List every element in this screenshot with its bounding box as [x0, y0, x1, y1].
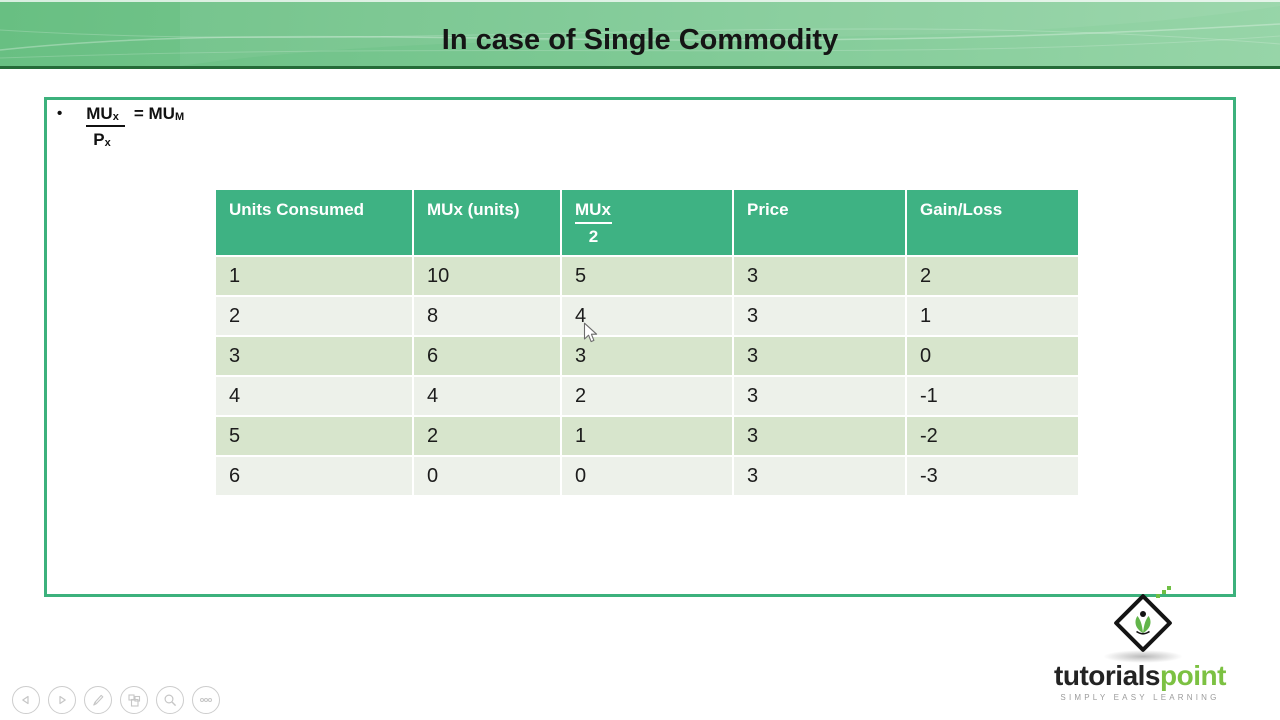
table-row: 2 8 4 3 1: [216, 297, 1078, 335]
table-cell: 5: [562, 257, 732, 295]
table-cell: 0: [907, 337, 1078, 375]
logo-diamond-icon: [1113, 593, 1173, 653]
formula-fraction: MUx = MUM Px: [86, 104, 184, 150]
logo-brand-text: tutorialspoint: [1054, 660, 1226, 691]
logo-shadow: [1103, 650, 1183, 663]
table-row: 1 10 5 3 2: [216, 257, 1078, 295]
page-title: In case of Single Commodity: [441, 24, 839, 56]
previous-slide-button[interactable]: [12, 686, 40, 714]
table-cell: 1: [562, 417, 732, 455]
table-cell: 3: [734, 417, 905, 455]
presentation-toolbar: [12, 686, 220, 714]
table-cell: 2: [562, 377, 732, 415]
column-header-units-consumed: Units Consumed: [216, 190, 412, 255]
table-cell: 3: [734, 257, 905, 295]
table-row: 3 6 3 3 0: [216, 337, 1078, 375]
table-cell: 0: [562, 457, 732, 495]
table-row: 5 2 1 3 -2: [216, 417, 1078, 455]
column-header-mux-units: MUx (units): [414, 190, 560, 255]
table-cell: 8: [414, 297, 560, 335]
column-header-mux-over-2: MUx 2: [562, 190, 732, 255]
table-cell: 3: [216, 337, 412, 375]
next-icon: [59, 695, 66, 705]
column-header-price: Price: [734, 190, 905, 255]
next-slide-button[interactable]: [48, 686, 76, 714]
table-cell: 1: [907, 297, 1078, 335]
table-cell: 4: [414, 377, 560, 415]
table-cell: 2: [414, 417, 560, 455]
magnifier-icon: [163, 693, 176, 706]
previous-icon: [22, 695, 29, 705]
formula-rhs: = MUM: [133, 104, 185, 123]
table-cell: 2: [216, 297, 412, 335]
logo-tagline: SIMPLY EASY LEARNING: [1060, 693, 1220, 702]
pen-icon: [93, 694, 104, 706]
table-cell: -1: [907, 377, 1078, 415]
table-cell: 3: [734, 297, 905, 335]
header-wave-decoration: [0, 0, 1280, 66]
table-cell: 1: [216, 257, 412, 295]
table-cell: 5: [216, 417, 412, 455]
table-cell: 3: [562, 337, 732, 375]
pen-tool-button[interactable]: [84, 686, 112, 714]
mouse-cursor: [583, 322, 598, 343]
logo-pixel-accents-icon: [1156, 586, 1171, 598]
table-cell: -2: [907, 417, 1078, 455]
slide-sorter-button[interactable]: [120, 686, 148, 714]
bullet-marker: •: [57, 105, 63, 122]
formula: • MUx = MUM Px: [57, 104, 184, 150]
zoom-button[interactable]: [156, 686, 184, 714]
table-cell: 3: [734, 377, 905, 415]
table-row: 4 4 2 3 -1: [216, 377, 1078, 415]
table-cell: 6: [414, 337, 560, 375]
formula-denominator: Px: [93, 130, 111, 149]
logo-book-icon: [1135, 611, 1151, 635]
formula-numerator: MUx: [86, 104, 125, 127]
ellipsis-icon: [200, 698, 212, 702]
table-row: 6 0 0 3 -3: [216, 457, 1078, 495]
slide-sorter-icon: [127, 693, 140, 707]
more-options-button[interactable]: [192, 686, 220, 714]
table-cell: 3: [734, 337, 905, 375]
table-cell: 6: [216, 457, 412, 495]
utility-table: Units Consumed MUx (units) MUx 2 Price G…: [214, 188, 1080, 497]
table-cell: 3: [734, 457, 905, 495]
table-header-row: Units Consumed MUx (units) MUx 2 Price G…: [216, 190, 1078, 255]
table-cell: -3: [907, 457, 1078, 495]
table-cell: 4: [216, 377, 412, 415]
table-cell: 0: [414, 457, 560, 495]
table-cell: 10: [414, 257, 560, 295]
table-cell: 2: [907, 257, 1078, 295]
tutorialspoint-logo: tutorialspoint SIMPLY EASY LEARNING: [1040, 585, 1240, 710]
column-header-gain-loss: Gain/Loss: [907, 190, 1078, 255]
slide-header: In case of Single Commodity: [0, 0, 1280, 69]
